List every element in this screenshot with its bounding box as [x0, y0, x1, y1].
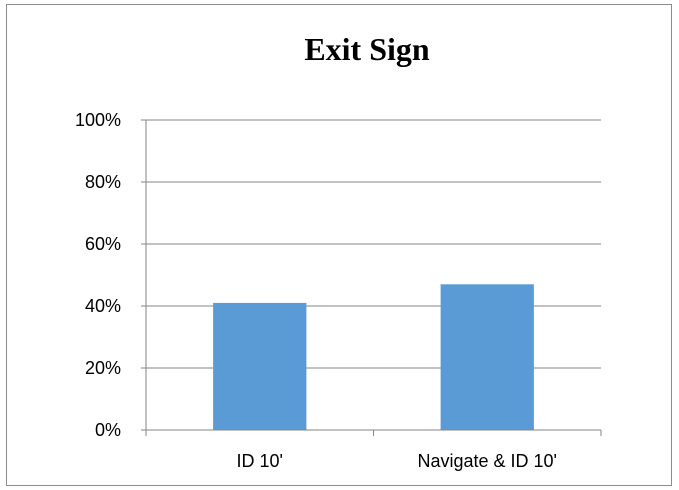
y-tick-label: 100% [75, 110, 121, 130]
y-tick-label: 20% [85, 358, 121, 378]
y-tick-label: 0% [95, 420, 121, 440]
x-category-label: Navigate & ID 10' [417, 451, 557, 471]
x-category-label: ID 10' [237, 451, 283, 471]
axes [141, 120, 602, 436]
bars [213, 284, 534, 430]
chart-frame [6, 4, 672, 486]
y-tick-label: 60% [85, 234, 121, 254]
bar [440, 284, 534, 430]
y-tick-label: 80% [85, 172, 121, 192]
chart-title: Exit Sign [304, 31, 430, 67]
bar [213, 302, 307, 430]
axis-labels: 0% 20% 40% 60% 80% 100% ID 10' Navigate & ID 10… [75, 110, 557, 471]
y-tick-label: 40% [85, 296, 121, 316]
